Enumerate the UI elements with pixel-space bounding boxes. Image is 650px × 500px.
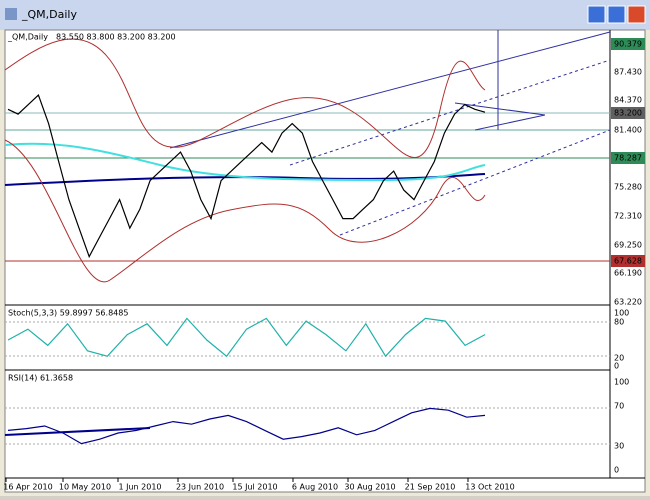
- stoch-axis-label: 0: [614, 362, 619, 371]
- date-label: 23 Jun 2010: [176, 483, 224, 492]
- date-label: 15 Jul 2010: [232, 483, 277, 492]
- moving-average: [4, 142, 486, 182]
- price-label: 75.280: [614, 183, 642, 192]
- price-box: [611, 152, 645, 164]
- price-label: 83.200: [614, 109, 642, 118]
- price-line: [7, 94, 486, 259]
- rsi-axis-label: 70: [614, 402, 624, 411]
- stoch-line: [7, 317, 486, 358]
- date-label: 13 Oct 2010: [465, 483, 514, 492]
- rsi-label: RSI(14) 61.3658: [8, 374, 73, 383]
- date-label: 30 Aug 2010: [344, 483, 395, 492]
- channel-line: [289, 59, 611, 166]
- price-label: 84.370: [614, 96, 642, 105]
- rsi-axis-label: 30: [614, 442, 624, 451]
- rsi-axis-label: 0: [614, 466, 619, 475]
- price-label: 66.190: [614, 269, 642, 278]
- date-label: 10 May 2010: [59, 483, 111, 492]
- bollinger-band: [4, 139, 486, 283]
- price-label: 78.287: [614, 154, 642, 163]
- price-label: 67.628: [614, 257, 642, 266]
- ohlc-label: 83.550 83.800 83.200 83.200: [56, 33, 176, 42]
- rsi-axis-label: 100: [614, 378, 629, 387]
- channel-line: [339, 129, 611, 236]
- price-label: 81.400: [614, 126, 642, 135]
- channel-line: [169, 31, 611, 149]
- window-title: _QM,Daily: [21, 8, 77, 21]
- date-label: 16 Apr 2010: [3, 483, 52, 492]
- close-button[interactable]: [627, 5, 646, 24]
- bollinger-band: [4, 38, 486, 159]
- price-box: [611, 255, 645, 267]
- price-label: 63.220: [614, 298, 642, 307]
- stoch-axis-label: 20: [614, 354, 624, 363]
- triangle-line: [454, 102, 546, 116]
- minimize-button[interactable]: [587, 5, 606, 24]
- triangle-line: [474, 114, 546, 131]
- price-label: 72.310: [614, 212, 642, 221]
- window-icon: [5, 8, 17, 20]
- date-label: 21 Sep 2010: [405, 483, 456, 492]
- price-box: [611, 38, 645, 50]
- date-label: 6 Aug 2010: [292, 483, 338, 492]
- symbol-label: _QM,Daily: [7, 33, 48, 42]
- price-box: [611, 107, 645, 119]
- price-label: 87.430: [614, 68, 642, 77]
- stoch-axis-label: 80: [614, 318, 624, 327]
- price-label: 69.250: [614, 241, 642, 250]
- stoch-label: Stoch(5,3,3) 59.8997 56.8485: [8, 309, 128, 318]
- title-bar: [0, 0, 650, 30]
- stoch-axis-label: 100: [614, 309, 629, 318]
- trend-line: [4, 427, 151, 436]
- price-label: 90.379: [614, 40, 642, 49]
- rsi-line: [7, 407, 486, 445]
- date-label: 1 Jun 2010: [118, 483, 161, 492]
- maximize-button[interactable]: [607, 5, 626, 24]
